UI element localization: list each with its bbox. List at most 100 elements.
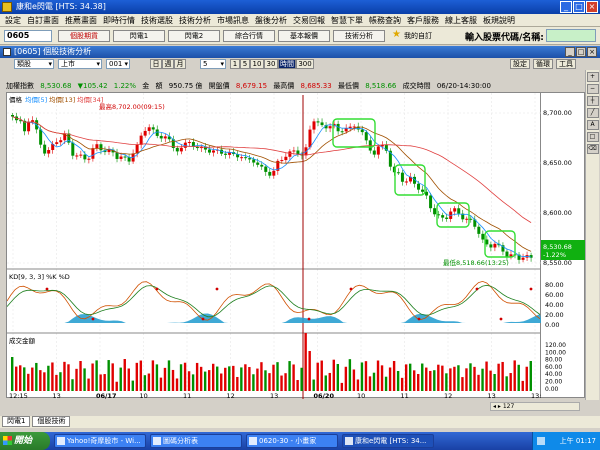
menu-item[interactable]: 技術分析 bbox=[179, 16, 211, 25]
task-label: Yahoo!奇摩股市 - Wi... bbox=[67, 437, 141, 445]
kd-signal-dot bbox=[201, 317, 205, 321]
volume-bar bbox=[352, 369, 356, 391]
volume-bar bbox=[216, 366, 219, 391]
period-week-button[interactable]: 週 bbox=[162, 59, 174, 69]
period-month-button[interactable]: 月 bbox=[174, 59, 186, 69]
stock-futures-button[interactable]: 個股期貨 bbox=[58, 30, 110, 42]
tech-analysis-button[interactable]: 技術分析 bbox=[333, 30, 385, 42]
candle-body bbox=[39, 129, 43, 145]
task-hts[interactable]: 康和e閃電 [HTS: 34... bbox=[342, 434, 434, 448]
menu-item[interactable]: 客戶服務 bbox=[407, 16, 439, 25]
interval-10-button[interactable]: 10 bbox=[250, 59, 264, 69]
interval-1-button[interactable]: 1 bbox=[230, 59, 240, 69]
tray-icon[interactable] bbox=[537, 437, 545, 445]
flash1-button[interactable]: 閃電1 bbox=[113, 30, 165, 42]
maximize-icon[interactable]: □ bbox=[573, 1, 585, 13]
menu-item[interactable]: 板規說明 bbox=[483, 16, 515, 25]
menu-item[interactable]: 自訂畫面 bbox=[27, 16, 59, 25]
start-button[interactable]: 開始 bbox=[0, 432, 50, 450]
star-icon[interactable]: ★ bbox=[392, 29, 401, 40]
menu-item[interactable]: 市場訊息 bbox=[217, 16, 249, 25]
volume-bar bbox=[396, 370, 400, 391]
y-tick-volume: 40.00 bbox=[545, 371, 562, 378]
volume-bar bbox=[155, 364, 159, 391]
zoom-out-icon[interactable]: − bbox=[586, 84, 599, 94]
ma5-line bbox=[12, 116, 532, 258]
candle-body bbox=[79, 154, 83, 156]
task-chart-table[interactable]: 圖碼分析表 bbox=[150, 434, 242, 448]
volume-bar bbox=[529, 361, 532, 391]
menu-item[interactable]: 盤後分析 bbox=[255, 16, 287, 25]
interval-300-button[interactable]: 300 bbox=[296, 59, 314, 69]
menu-item[interactable]: 帳務查詢 bbox=[369, 16, 401, 25]
chart-svg: 價格 均價[5] 均價[13] 均價[34] 最高8,702.00(09:15)… bbox=[6, 93, 550, 400]
tab-flash1[interactable]: 閃電1 bbox=[2, 416, 31, 427]
period-day-button[interactable]: 日 bbox=[150, 59, 162, 69]
sub-maximize-icon[interactable]: □ bbox=[576, 47, 586, 57]
volume-bar bbox=[83, 368, 86, 391]
sub-close-icon[interactable]: × bbox=[587, 47, 597, 57]
rect-tool-icon[interactable]: □ bbox=[586, 132, 599, 142]
zoom-in-icon[interactable]: + bbox=[586, 72, 599, 82]
cycle-button[interactable]: 循環 bbox=[533, 59, 553, 69]
close-icon[interactable]: × bbox=[586, 1, 598, 13]
y-tick-volume: 20.00 bbox=[545, 379, 562, 386]
menu-item[interactable]: 智慧下單 bbox=[331, 16, 363, 25]
kd-signal-dot bbox=[155, 287, 159, 291]
menu-item[interactable]: 技術選股 bbox=[141, 16, 173, 25]
volume-bar bbox=[268, 373, 271, 391]
volume-bar bbox=[111, 363, 114, 391]
tab-stock-tech[interactable]: 個股技術 bbox=[32, 416, 71, 427]
menu-item[interactable]: 線上客服 bbox=[445, 16, 477, 25]
interval-time-button[interactable]: 時間 bbox=[278, 59, 296, 69]
volume-bar bbox=[75, 368, 78, 391]
candle-body bbox=[433, 208, 437, 215]
menu-item[interactable]: 設定 bbox=[5, 16, 21, 25]
sub-minimize-icon[interactable]: _ bbox=[565, 47, 575, 57]
toolbar: 0605 個股期貨 閃電1 閃電2 綜合行情 基本報價 技術分析 ★ 我的自訂 … bbox=[0, 27, 600, 45]
window-icon bbox=[153, 437, 161, 445]
volume-bar bbox=[368, 376, 372, 391]
bottom-tabs: 閃電1 個股技術 bbox=[0, 416, 600, 428]
title-bar: 康和e閃電 [HTS: 34.38] _ □ × bbox=[0, 0, 600, 14]
text-tool-icon[interactable]: A bbox=[586, 120, 599, 130]
eraser-icon[interactable]: ⌫ bbox=[586, 144, 599, 154]
menu-item[interactable]: 交易回報 bbox=[293, 16, 325, 25]
exchange-select[interactable]: 上市 bbox=[58, 59, 102, 69]
menu-item[interactable]: 推薦畫面 bbox=[65, 16, 97, 25]
task-paint[interactable]: 0620-30 - 小畫家 bbox=[246, 434, 338, 448]
candle-body bbox=[465, 218, 469, 220]
market-select[interactable]: 類股 bbox=[14, 59, 54, 69]
market-overview-button[interactable]: 綜合行情 bbox=[223, 30, 275, 42]
candle-body bbox=[316, 121, 320, 123]
volume-bar bbox=[240, 367, 243, 391]
volume-bar bbox=[183, 362, 187, 391]
interval-5-button[interactable]: 5 bbox=[240, 59, 250, 69]
my-list-link[interactable]: 我的自訂 bbox=[404, 32, 432, 40]
flash2-button[interactable]: 閃電2 bbox=[168, 30, 220, 42]
line-tool-icon[interactable]: ╱ bbox=[586, 108, 599, 118]
volume-bar bbox=[207, 370, 211, 391]
interval-30-button[interactable]: 30 bbox=[264, 59, 278, 69]
tools-button[interactable]: 工具 bbox=[556, 59, 576, 69]
candle-body bbox=[425, 191, 429, 196]
menu-item[interactable]: 即時行情 bbox=[103, 16, 135, 25]
volume-bar bbox=[296, 380, 299, 391]
index-code-select[interactable]: 001 bbox=[106, 59, 130, 69]
candle-body bbox=[236, 154, 240, 158]
candle-body bbox=[356, 126, 360, 130]
horizontal-scrollbar[interactable]: ◂ ▸ 127 bbox=[490, 402, 580, 411]
volume-bar bbox=[67, 364, 70, 391]
stock-search-input[interactable] bbox=[546, 29, 596, 42]
candle-body bbox=[107, 149, 111, 153]
candle-body bbox=[400, 172, 404, 182]
interval-select[interactable]: 5 bbox=[200, 59, 226, 69]
basic-quote-button[interactable]: 基本報價 bbox=[278, 30, 330, 42]
settings-button[interactable]: 設定 bbox=[510, 59, 530, 69]
task-yahoo[interactable]: Yahoo!奇摩股市 - Wi... bbox=[54, 434, 146, 448]
chart-area[interactable]: 價格 均價[5] 均價[13] 均價[34] 最高8,702.00(09:15)… bbox=[6, 92, 550, 400]
code-input[interactable]: 0605 bbox=[4, 30, 52, 42]
crosshair-icon[interactable]: ┼ bbox=[586, 96, 599, 106]
candle-body bbox=[288, 151, 292, 157]
minimize-icon[interactable]: _ bbox=[560, 1, 572, 13]
